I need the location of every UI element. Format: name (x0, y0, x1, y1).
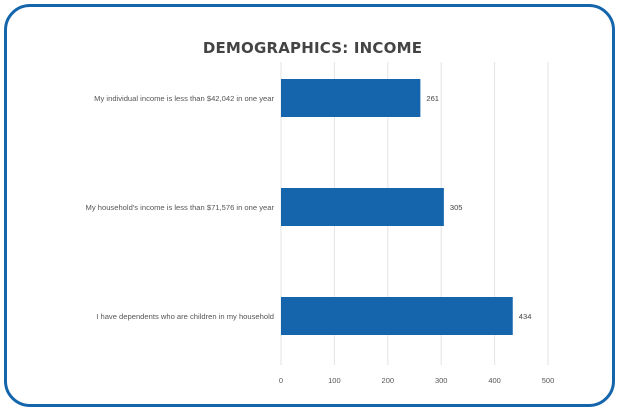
category-label: My individual income is less than $42,04… (94, 94, 274, 103)
chart-title: DEMOGRAPHICS: INCOME (202, 39, 423, 57)
x-tick-label: 300 (435, 376, 448, 385)
x-tick-label: 0 (279, 376, 283, 385)
category-label: I have dependents who are children in my… (96, 312, 274, 321)
labels: 0 100 200 300 400 500 My individual income is … (86, 94, 555, 385)
x-tick-label: 400 (488, 376, 501, 385)
data-label: 434 (519, 312, 532, 321)
bar (281, 188, 444, 226)
x-tick-label: 200 (382, 376, 395, 385)
bars (281, 79, 513, 335)
category-label: My household's income is less than $71,5… (86, 203, 275, 212)
bar (281, 297, 513, 335)
x-tick-label: 100 (328, 376, 341, 385)
bar (281, 79, 421, 117)
data-label: 305 (450, 203, 463, 212)
x-tick-label: 500 (542, 376, 555, 385)
data-label: 261 (426, 94, 439, 103)
